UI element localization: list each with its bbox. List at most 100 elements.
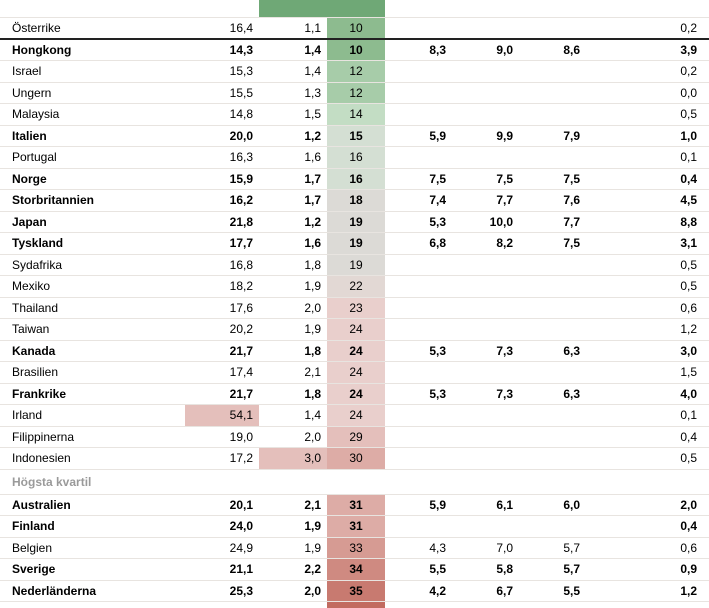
col-2: 1,7 — [259, 168, 327, 190]
table-row: Tjeckien9,71,380,0 — [0, 0, 709, 18]
col-2: 3,0 — [259, 448, 327, 470]
col-1: 15,5 — [185, 82, 259, 104]
table-row: Japan21,81,2195,310,07,78,8 — [0, 211, 709, 233]
col-5 — [452, 82, 519, 104]
col-7: 1,5 — [586, 362, 709, 384]
col-2: 1,2 — [259, 125, 327, 147]
country-name: Finland — [0, 516, 185, 538]
col-7: 0,9 — [586, 559, 709, 581]
col-1: 54,1 — [185, 405, 259, 427]
col-5 — [452, 362, 519, 384]
col-3-highlighted: 19 — [327, 233, 385, 255]
col-1: 19,0 — [185, 426, 259, 448]
table-row: Norge15,91,7167,57,57,50,4 — [0, 168, 709, 190]
table-row: Sverige21,12,2345,55,85,70,9 — [0, 559, 709, 581]
country-name: Storbritannien — [0, 190, 185, 212]
col-1: 16,2 — [185, 190, 259, 212]
col-2: 1,4 — [259, 39, 327, 61]
col-6 — [519, 405, 586, 427]
col-2: 1,4 — [259, 61, 327, 83]
country-name: Israel — [0, 61, 185, 83]
col-4 — [385, 0, 452, 18]
col-5 — [452, 516, 519, 538]
col-6 — [519, 0, 586, 18]
col-4: 5,3 — [385, 340, 452, 362]
col-3-highlighted: 30 — [327, 448, 385, 470]
col-2: 1,2 — [259, 211, 327, 233]
col-2: 1,8 — [259, 340, 327, 362]
col-6: 5,7 — [519, 559, 586, 581]
table-row: Sydafrika16,81,8190,5 — [0, 254, 709, 276]
col-1: 24,0 — [185, 516, 259, 538]
col-2: 2,0 — [259, 297, 327, 319]
col-7: 3,1 — [586, 233, 709, 255]
col-2: 2,0 — [259, 580, 327, 602]
col-2: 1,5 — [259, 104, 327, 126]
country-name: Japan — [0, 211, 185, 233]
col-5 — [452, 254, 519, 276]
col-4 — [385, 362, 452, 384]
col-3-highlighted: 23 — [327, 297, 385, 319]
country-name: Portugal — [0, 147, 185, 169]
col-6 — [519, 297, 586, 319]
col-3-highlighted: 24 — [327, 383, 385, 405]
col-5 — [452, 448, 519, 470]
col-4 — [385, 448, 452, 470]
col-3-highlighted: 35 — [327, 580, 385, 602]
col-7: 0,1 — [586, 147, 709, 169]
col-2: 2,2 — [259, 559, 327, 581]
col-6 — [519, 362, 586, 384]
col-5: 9,0 — [452, 39, 519, 61]
col-2: 1,9 — [259, 319, 327, 341]
col-3-highlighted: 31 — [327, 494, 385, 516]
col-2: 1,4 — [259, 405, 327, 427]
col-5 — [452, 276, 519, 298]
col-7: 0,4 — [586, 426, 709, 448]
col-6 — [519, 18, 586, 40]
country-name: Österrike — [0, 18, 185, 40]
col-1: 9,7 — [185, 0, 259, 18]
country-name: Hongkong — [0, 39, 185, 61]
col-5: 7,3 — [452, 340, 519, 362]
country-name: Italien — [0, 125, 185, 147]
col-7: 0,2 — [586, 61, 709, 83]
table-row: Australien20,12,1315,96,16,02,0 — [0, 494, 709, 516]
country-name: Nederländerna — [0, 580, 185, 602]
col-4: 5,9 — [385, 125, 452, 147]
col-5: 7,0 — [452, 537, 519, 559]
country-name: Belgien — [0, 537, 185, 559]
col-2: 2,1 — [259, 362, 327, 384]
col-5 — [452, 18, 519, 40]
country-name: Tyskland — [0, 233, 185, 255]
country-name: Brasilien — [0, 362, 185, 384]
table-row: Österrike16,41,1100,2 — [0, 18, 709, 40]
col-7: 0,2 — [586, 18, 709, 40]
col-5: 10,0 — [452, 211, 519, 233]
col-1: 17,2 — [185, 448, 259, 470]
col-1: 16,4 — [185, 18, 259, 40]
section-label: Högsta kvartil — [12, 475, 91, 489]
col-1: 14,3 — [185, 39, 259, 61]
col-3-highlighted: 16 — [327, 168, 385, 190]
col-7: 1,0 — [586, 125, 709, 147]
col-7: 0,5 — [586, 448, 709, 470]
col-2: 1,9 — [259, 537, 327, 559]
col-6 — [519, 147, 586, 169]
country-name: Sydafrika — [0, 254, 185, 276]
col-7: 0,6 — [586, 537, 709, 559]
table-row: Mexiko18,21,9220,5 — [0, 276, 709, 298]
col-5: 7,5 — [452, 168, 519, 190]
col-3-highlighted: 14 — [327, 104, 385, 126]
table-row: Frankrike21,71,8245,37,36,34,0 — [0, 383, 709, 405]
country-name: Australien — [0, 494, 185, 516]
col-2: 1,3 — [259, 0, 327, 18]
table-row — [0, 602, 709, 608]
col-3-highlighted: 15 — [327, 125, 385, 147]
col-5: 6,7 — [452, 580, 519, 602]
country-name — [0, 602, 185, 608]
col-7: 3,0 — [586, 340, 709, 362]
country-name: Thailand — [0, 297, 185, 319]
col-7: 0,4 — [586, 168, 709, 190]
col-2: 2,0 — [259, 426, 327, 448]
table-row: Tyskland17,71,6196,88,27,53,1 — [0, 233, 709, 255]
